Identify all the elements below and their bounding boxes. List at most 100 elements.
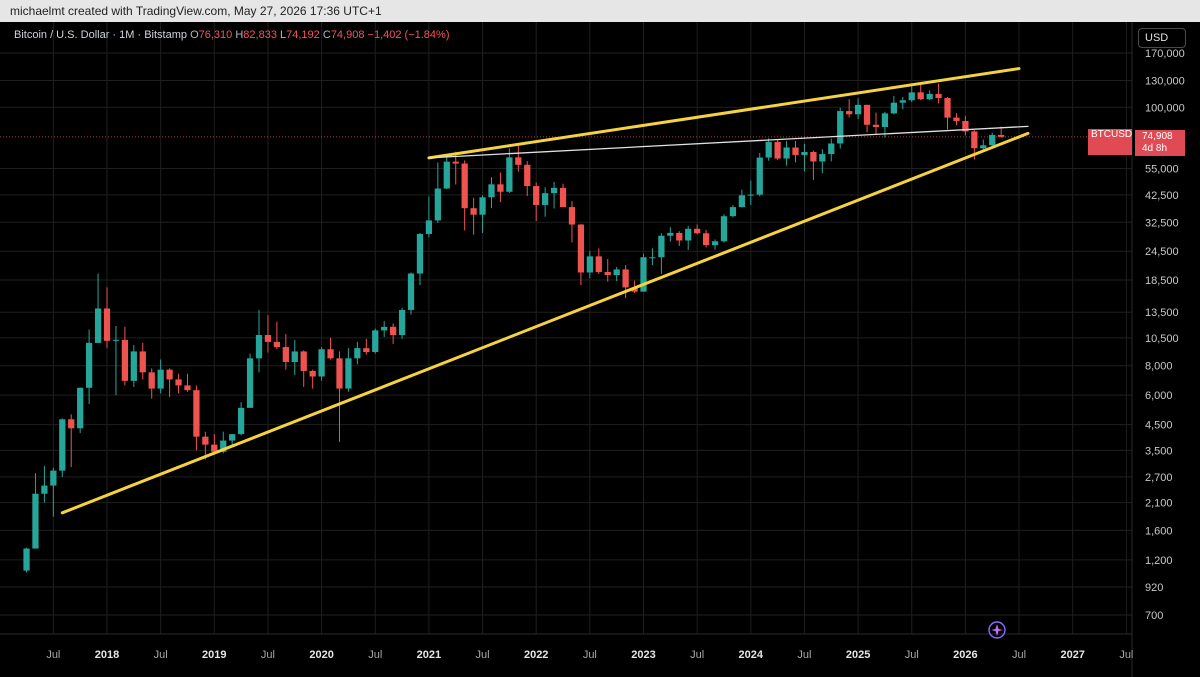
candle-body [783, 147, 790, 159]
last-price-label: 74,908 4d 8h [1135, 130, 1185, 156]
currency-button[interactable]: USD [1138, 28, 1186, 48]
candle-body [32, 493, 39, 549]
resistance-line[interactable] [428, 125, 1029, 159]
tradingview-sparkle-icon[interactable] [987, 620, 1007, 640]
candle-body [658, 235, 665, 258]
candle-body [747, 194, 754, 196]
legend-header: Bitcoin / U.S. Dollar · 1M · Bitstamp O7… [14, 29, 449, 41]
candle-body [264, 335, 272, 342]
candle-body [667, 232, 674, 236]
candle-body [94, 308, 102, 343]
candle-body [676, 232, 683, 241]
candle-body [917, 92, 924, 100]
time-tick-label: Jul [368, 649, 382, 661]
trendlines[interactable] [60, 67, 1030, 515]
candle-body [300, 351, 307, 371]
candle-body [229, 434, 236, 441]
candle-body [953, 117, 960, 121]
candle-body [685, 228, 692, 241]
candle-body [282, 347, 289, 362]
candle-body [407, 273, 415, 310]
candle-body [559, 187, 567, 208]
candle-body [193, 390, 200, 437]
candle-body [604, 271, 611, 276]
price-tick-label: 32,500 [1145, 217, 1179, 229]
candle-body [810, 152, 817, 162]
time-tick-label: Jul [690, 649, 704, 661]
upper-trendline[interactable] [427, 67, 1021, 160]
candle-body [586, 256, 593, 273]
candle-body [971, 131, 978, 149]
time-tick-label: 2018 [95, 649, 119, 661]
candle-body [846, 111, 853, 115]
price-tick-label: 6,000 [1145, 390, 1173, 402]
candle-body [694, 228, 701, 234]
time-tick-label: Jul [797, 649, 811, 661]
candle-body [577, 224, 585, 273]
high-label: H [235, 29, 244, 41]
price-tick-label: 1,600 [1145, 525, 1173, 537]
candle-body [854, 104, 862, 115]
candle-body [372, 330, 379, 352]
candle-body [336, 358, 343, 389]
time-tick-label: 2026 [953, 649, 977, 661]
low-label: L [280, 29, 287, 41]
price-axis[interactable]: 700 920 1,200 1,600 2,100 2,700 3,500 4,500 6,00… [1145, 48, 1185, 622]
ticker-tag: BTCUSD [1088, 129, 1132, 155]
candle-body [533, 186, 540, 205]
candle-body [273, 341, 281, 348]
price-axis-separator [0, 22, 1133, 677]
candle-body [488, 184, 495, 198]
candle-body [926, 93, 933, 100]
ticker-label: BTCUSD [1091, 129, 1133, 140]
price-tick-label: 100,000 [1145, 102, 1185, 114]
candle-body [595, 256, 602, 272]
candle-body [175, 379, 182, 386]
candle-body [416, 233, 424, 274]
candle-body [23, 548, 30, 571]
price-tick-label: 24,500 [1145, 246, 1179, 258]
candle-body [935, 93, 942, 99]
candle-body [980, 145, 987, 149]
candle-body [792, 147, 799, 156]
chart-area[interactable]: 700 920 1,200 1,600 2,100 2,700 3,500 4,500 6,00… [0, 22, 1200, 677]
candle-body [899, 100, 906, 103]
change-value: −1,402 (−1.84%) [367, 29, 450, 41]
candle-body [506, 157, 513, 192]
time-tick-label: 2022 [524, 649, 548, 661]
candle-body [184, 385, 191, 391]
candle-body [85, 342, 93, 388]
time-tick-label: 2027 [1060, 649, 1084, 661]
price-tick-label: 8,000 [1145, 361, 1173, 373]
candle-body [622, 269, 629, 288]
candle-body [103, 308, 111, 341]
close-label: C [322, 29, 331, 41]
candle-body [720, 216, 728, 242]
time-axis[interactable]: Jul 2018 Jul 2019 Jul 2020 Jul 2021 Jul 2022 Jul 20… [46, 649, 1133, 661]
candle-body [327, 349, 334, 359]
candle-body [872, 124, 880, 127]
price-tick-label: 2,100 [1145, 498, 1173, 510]
candle-body [202, 436, 209, 445]
candle-body [318, 349, 325, 377]
candle-body [944, 98, 951, 118]
bar-countdown: 4d 8h [1142, 143, 1168, 154]
candle-body [550, 187, 558, 194]
candle-body [479, 197, 486, 215]
price-tick-label: 13,500 [1145, 307, 1179, 319]
candlestick-chart[interactable]: 700 920 1,200 1,600 2,100 2,700 3,500 4,500 6,00… [0, 22, 1200, 677]
grid [0, 22, 1132, 634]
candle-body [398, 309, 406, 336]
time-tick-label: 2020 [309, 649, 333, 661]
candle-body [881, 113, 889, 127]
price-tick-label: 130,000 [1145, 75, 1185, 87]
candle-body [729, 207, 737, 217]
candle-body [711, 241, 719, 246]
candle-body [801, 152, 808, 156]
time-tick-label: Jul [261, 649, 275, 661]
candle-body [828, 143, 835, 155]
candle-body [363, 348, 370, 352]
lower-trendline[interactable] [60, 131, 1030, 515]
candle-body [425, 220, 433, 234]
price-tick-label: 2,700 [1145, 472, 1173, 484]
